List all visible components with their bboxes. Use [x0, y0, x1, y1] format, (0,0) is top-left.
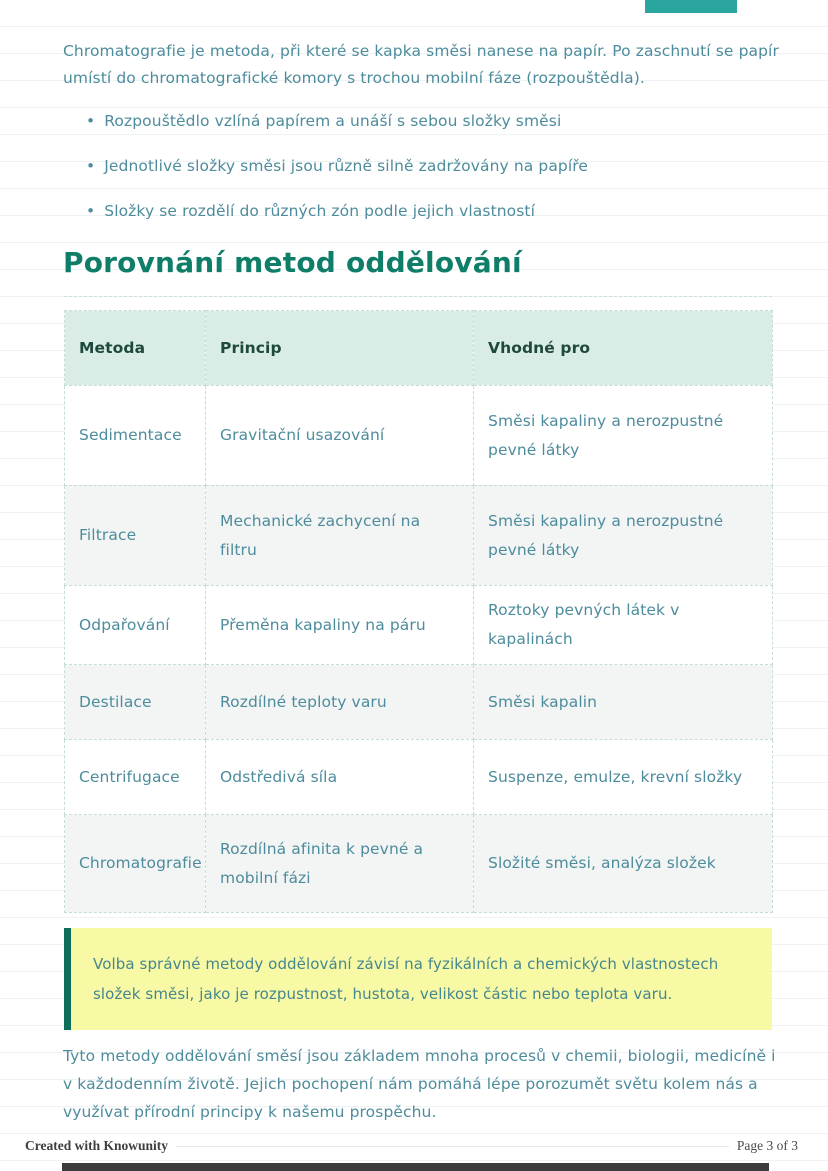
- bullet-text: Jednotlivé složky směsi jsou různě silně…: [104, 157, 589, 175]
- cell-principle: Odstředivá síla: [205, 739, 474, 815]
- cell-method: Odpařování: [64, 585, 206, 665]
- table-row: Filtrace Mechanické zachycení na filtru …: [64, 485, 773, 586]
- callout-text: Volba správné metody oddělování závisí n…: [93, 955, 719, 1003]
- cell-principle: Přeměna kapaliny na páru: [205, 585, 474, 665]
- footer-brand: Created with Knowunity: [25, 1138, 169, 1153]
- table-row: Sedimentace Gravitační usazování Směsi k…: [64, 385, 773, 486]
- table-row: Chromatografie Rozdílná afinita k pevné …: [64, 814, 773, 913]
- bullet-text: Rozpouštědlo vzlíná papírem a unáší s se…: [104, 112, 562, 130]
- column-header-vhodne-pro: Vhodné pro: [473, 310, 773, 386]
- cell-method: Centrifugace: [64, 739, 206, 815]
- bullet-dot: •: [86, 202, 96, 220]
- title-divider: [64, 296, 772, 297]
- cell-principle: Gravitační usazování: [205, 385, 474, 486]
- table-row: Centrifugace Odstředivá síla Suspenze, e…: [64, 739, 773, 815]
- bullet-item: • Složky se rozdělí do různých zón podle…: [86, 198, 766, 225]
- cell-principle: Rozdílná afinita k pevné a mobilní fázi: [205, 814, 474, 913]
- bullet-item: • Jednotlivé složky směsi jsou různě sil…: [86, 153, 766, 180]
- footer-divider: [176, 1146, 729, 1147]
- cell-suitable-for: Suspenze, emulze, krevní složky: [473, 739, 773, 815]
- comparison-table: Metoda Princip Vhodné pro Sedimentace Gr…: [64, 310, 773, 913]
- cell-method: Destilace: [64, 664, 206, 740]
- bullet-text: Složky se rozdělí do různých zón podle j…: [104, 202, 536, 220]
- cell-suitable-for: Směsi kapaliny a nerozpustné pevné látky: [473, 385, 773, 486]
- bullet-list: • Rozpouštědlo vzlíná papírem a unáší s …: [86, 108, 766, 243]
- section-title: Porovnání metod oddělování: [63, 246, 522, 279]
- callout-note: Volba správné metody oddělování závisí n…: [64, 928, 772, 1030]
- cell-method: Sedimentace: [64, 385, 206, 486]
- cell-suitable-for: Směsi kapaliny a nerozpustné pevné látky: [473, 485, 773, 586]
- outro-paragraph: Tyto metody oddělování směsí jsou základ…: [63, 1047, 776, 1121]
- cell-principle: Rozdílné teploty varu: [205, 664, 474, 740]
- column-header-metoda: Metoda: [64, 310, 206, 386]
- page-footer: Created with Knowunity Page 3 of 3: [25, 1138, 798, 1154]
- next-page-edge: [62, 1163, 769, 1171]
- bullet-dot: •: [86, 157, 96, 175]
- bullet-item: • Rozpouštědlo vzlíná papírem a unáší s …: [86, 108, 766, 135]
- cell-suitable-for: Složité směsi, analýza složek: [473, 814, 773, 913]
- footer-page-number: Page 3 of 3: [736, 1138, 798, 1153]
- table-row: Odpařování Přeměna kapaliny na páru Rozt…: [64, 585, 773, 665]
- cell-principle: Mechanické zachycení na filtru: [205, 485, 474, 586]
- cell-suitable-for: Směsi kapalin: [473, 664, 773, 740]
- cell-suitable-for: Roztoky pevných látek v kapalinách: [473, 585, 773, 665]
- top-accent-bar: [645, 0, 737, 13]
- table-header-row: Metoda Princip Vhodné pro: [64, 310, 773, 386]
- table-row: Destilace Rozdílné teploty varu Směsi ka…: [64, 664, 773, 740]
- cell-method: Chromatografie: [64, 814, 206, 913]
- intro-paragraph: Chromatografie je metoda, při které se k…: [63, 42, 779, 87]
- bullet-dot: •: [86, 112, 96, 130]
- column-header-princip: Princip: [205, 310, 474, 386]
- cell-method: Filtrace: [64, 485, 206, 586]
